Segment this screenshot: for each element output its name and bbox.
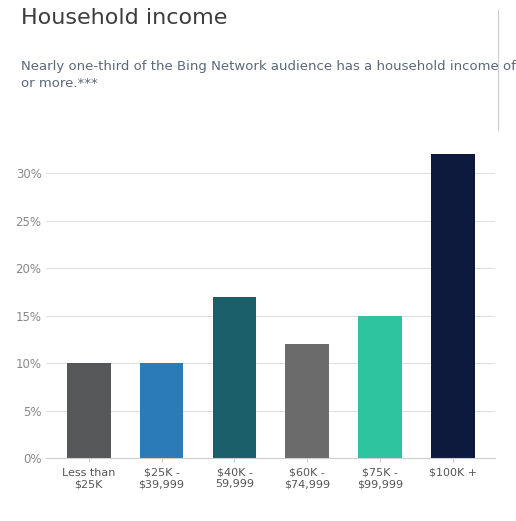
Bar: [358, 316, 402, 458]
Text: Household income: Household income: [21, 8, 227, 28]
Bar: [67, 363, 110, 458]
Text: Nearly one-third of the Bing Network audience has a household income of $100,000: Nearly one-third of the Bing Network aud…: [21, 60, 516, 90]
Bar: [431, 154, 475, 458]
Bar: [285, 344, 329, 458]
Bar: [213, 297, 256, 458]
Bar: [140, 363, 184, 458]
